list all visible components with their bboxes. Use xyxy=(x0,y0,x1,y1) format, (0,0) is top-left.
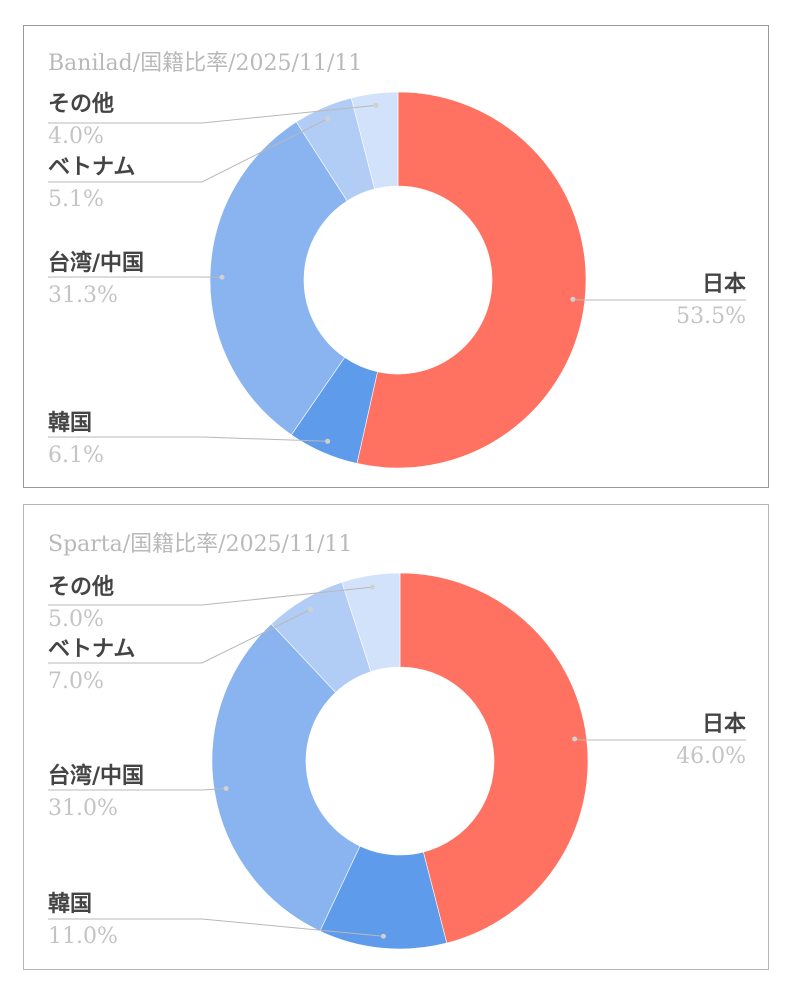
leader-line xyxy=(572,298,746,301)
slice-value-other: 4.0% xyxy=(48,124,104,149)
donut-chart-sparta: Sparta/国籍比率/2025/11/11 日本 46.0% 韓国 11.0% 台湾/… xyxy=(48,532,746,950)
donut-slice-taiwan-china xyxy=(211,623,361,932)
leader-line xyxy=(48,586,373,606)
leader-dot xyxy=(572,736,578,742)
leader-line xyxy=(48,788,227,791)
slice-label-taiwan-china: 台湾/中国 xyxy=(48,250,144,276)
slice-value-korea: 11.0% xyxy=(48,924,118,949)
slice-value-taiwan-china: 31.0% xyxy=(48,796,118,821)
leader-line xyxy=(48,436,328,442)
slice-label-other: その他 xyxy=(48,91,114,117)
slice-label-korea: 韓国 xyxy=(48,410,92,436)
slice-label-japan: 日本 xyxy=(702,711,746,737)
leader-dot xyxy=(373,102,379,108)
slice-label-vietnam: ベトナム xyxy=(48,154,135,180)
donut-slice-japan xyxy=(399,572,589,944)
chart-panel-banilad: Banilad/国籍比率/2025/11/11 日本 53.5% 韓国 6.1% 台湾/… xyxy=(23,25,769,488)
leader-line xyxy=(574,738,746,741)
slice-label-japan: 日本 xyxy=(702,271,746,297)
leader-dot xyxy=(307,607,313,613)
chart-title: Banilad/国籍比率/2025/11/11 xyxy=(48,51,362,76)
leader-line xyxy=(48,918,384,937)
slice-label-vietnam: ベトナム xyxy=(48,636,135,662)
donut-slice-taiwan-china xyxy=(209,121,348,436)
leader-dot xyxy=(570,296,576,302)
leader-dot xyxy=(380,933,386,939)
leader-line xyxy=(48,609,311,664)
slice-value-japan: 53.5% xyxy=(676,304,746,329)
slice-label-taiwan-china: 台湾/中国 xyxy=(48,763,144,789)
slice-value-korea: 6.1% xyxy=(48,443,104,468)
slice-value-japan: 46.0% xyxy=(676,744,746,769)
leader-line xyxy=(48,104,376,124)
donut-slice-japan xyxy=(356,91,587,469)
chart-title: Sparta/国籍比率/2025/11/11 xyxy=(48,532,352,557)
donut-slice-other xyxy=(350,91,399,190)
leader-dot xyxy=(325,116,331,122)
leader-dot xyxy=(219,274,225,280)
chart-panel-sparta: Sparta/国籍比率/2025/11/11 日本 46.0% 韓国 11.0% 台湾/… xyxy=(23,504,769,970)
leader-line xyxy=(48,118,328,183)
slice-value-other: 5.0% xyxy=(48,607,104,632)
slice-value-vietnam: 5.1% xyxy=(48,187,104,212)
slice-label-other: その他 xyxy=(48,574,114,600)
slice-label-korea: 韓国 xyxy=(48,891,92,917)
slice-value-vietnam: 7.0% xyxy=(48,669,104,694)
donut-slice-other xyxy=(341,572,401,672)
leader-dot xyxy=(325,438,331,444)
donut-chart-banilad: Banilad/国籍比率/2025/11/11 日本 53.5% 韓国 6.1% 台湾/… xyxy=(48,51,746,469)
leader-dot xyxy=(223,786,229,792)
slice-value-taiwan-china: 31.3% xyxy=(48,283,118,308)
leader-dot xyxy=(369,584,375,590)
